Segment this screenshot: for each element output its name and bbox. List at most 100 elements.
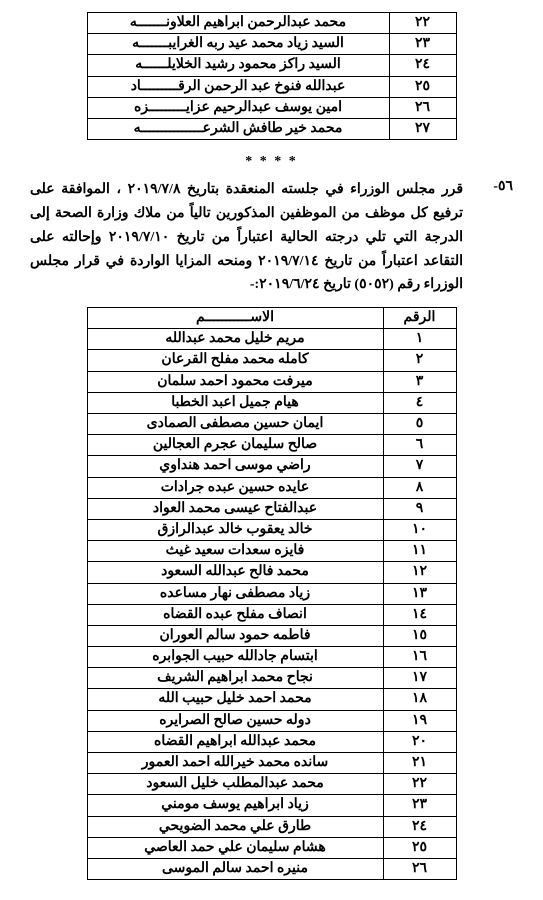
row-number: ٦ — [383, 435, 456, 456]
row-number: ١٤ — [383, 604, 456, 625]
row-name: فاطمه حمود سالم العوران — [87, 625, 383, 646]
row-name: راضي موسى احمد هنداوي — [87, 456, 383, 477]
row-name: ايمان حسين مصطفى الصمادى — [87, 414, 383, 435]
table-row: ١٤انصاف مفلح عبده القضاه — [87, 604, 456, 625]
table-row: ١١فايزه سعدات سعيد غيث — [87, 541, 456, 562]
row-name: دوله حسين صالح الصرايره — [87, 710, 383, 731]
row-name: خالد يعقوب خالد عبدالرازق — [87, 519, 383, 540]
row-name: ابتسام جادالله حبيب الجوابره — [87, 647, 383, 668]
table-row: ٢كامله محمد مفلح القرعان — [87, 350, 456, 371]
top-table: ٢٢محمد عبدالرحمن ابراهيم العلاونـــــــه… — [87, 12, 457, 140]
row-name: محمد عبدالرحمن ابراهيم العلاونـــــــه — [87, 13, 389, 34]
table-row: ٢٥عبدالله فنوخ عبد الرحمن الرقـــــــــا… — [87, 76, 456, 97]
row-number: ١٥ — [383, 625, 456, 646]
section-text: قرر مجلس الوزراء في جلسته المنعقدة بتاري… — [30, 178, 463, 297]
row-name: نجاح محمد ابراهيم الشريف — [87, 668, 383, 689]
row-number: ٧ — [383, 456, 456, 477]
table-row: ١٢محمد فالح عبدالله السعود — [87, 562, 456, 583]
row-number: ٢٦ — [383, 858, 456, 879]
row-name: عبدالله فنوخ عبد الرحمن الرقـــــــــاد — [87, 76, 389, 97]
row-name: زياد ابراهيم يوسف مومني — [87, 795, 383, 816]
row-number: ١٦ — [383, 647, 456, 668]
row-name: مريم خليل محمد عبدالله — [87, 329, 383, 350]
table-row: ٢٤السيد راكز محمود رشيد الخلايلــــــه — [87, 55, 456, 76]
row-number: ١٢ — [383, 562, 456, 583]
table-row: ٥ايمان حسين مصطفى الصمادى — [87, 414, 456, 435]
row-name: سانده محمد خيرالله احمد العمور — [87, 753, 383, 774]
row-number: ٢٢ — [389, 13, 456, 34]
top-table-body: ٢٢محمد عبدالرحمن ابراهيم العلاونـــــــه… — [87, 13, 456, 140]
row-number: ١٩ — [383, 710, 456, 731]
section-paragraph-block: ٥٦- قرر مجلس الوزراء في جلسته المنعقدة ب… — [30, 178, 513, 297]
table-row: ٢٥هشام سليمان علي حمد العاصي — [87, 837, 456, 858]
table-row: ١٥فاطمه حمود سالم العوران — [87, 625, 456, 646]
row-name: محمد خير طافش الشرعـــــــــــــــه — [87, 118, 389, 139]
row-number: ٣ — [383, 371, 456, 392]
table-row: ٢٣زياد ابراهيم يوسف مومني — [87, 795, 456, 816]
row-number: ٢٥ — [383, 837, 456, 858]
bottom-table-header: الرقم الاســـــــــــم — [87, 308, 456, 329]
table-row: ٣ميرفت محمود احمد سلمان — [87, 371, 456, 392]
table-row: ٢٢محمد عبدالرحمن ابراهيم العلاونـــــــه — [87, 13, 456, 34]
table-row: ١٩دوله حسين صالح الصرايره — [87, 710, 456, 731]
table-row: ٧راضي موسى احمد هنداوي — [87, 456, 456, 477]
table-row: ٢٧محمد خير طافش الشرعـــــــــــــــه — [87, 118, 456, 139]
row-number: ٢٠ — [383, 731, 456, 752]
col-header-name: الاســـــــــــم — [87, 308, 383, 329]
row-name: انصاف مفلح عبده القضاه — [87, 604, 383, 625]
table-row: ٢٦امين يوسف عبدالرحيم عزايـــــــــزه — [87, 97, 456, 118]
bottom-table-body: ١مريم خليل محمد عبدالله٢كامله محمد مفلح … — [87, 329, 456, 880]
document-page: ٢٢محمد عبدالرحمن ابراهيم العلاونـــــــه… — [0, 0, 543, 900]
row-number: ٢٧ — [389, 118, 456, 139]
row-number: ٢ — [383, 350, 456, 371]
col-header-num: الرقم — [383, 308, 456, 329]
row-number: ١١ — [383, 541, 456, 562]
row-name: ميرفت محمود احمد سلمان — [87, 371, 383, 392]
row-number: ٢٤ — [389, 55, 456, 76]
row-name: منيره احمد سالم الموسى — [87, 858, 383, 879]
row-name: السيد زياد محمد عيد ربه الغرايبـــــــه — [87, 34, 389, 55]
row-number: ٢١ — [383, 753, 456, 774]
table-row: ٢١سانده محمد خيرالله احمد العمور — [87, 753, 456, 774]
row-name: السيد راكز محمود رشيد الخلايلــــــه — [87, 55, 389, 76]
section-number: ٥٦- — [463, 178, 513, 195]
row-number: ٢٥ — [389, 76, 456, 97]
row-number: ٩ — [383, 498, 456, 519]
row-name: عايده حسين عبده جرادات — [87, 477, 383, 498]
table-row: ٢٢محمد عبدالمطلب خليل السعود — [87, 774, 456, 795]
row-number: ١٠ — [383, 519, 456, 540]
table-row: ١مريم خليل محمد عبدالله — [87, 329, 456, 350]
row-name: محمد عبدالمطلب خليل السعود — [87, 774, 383, 795]
row-name: صالح سليمان عجرم العجالين — [87, 435, 383, 456]
row-name: زياد مصطفى نهار مساعده — [87, 583, 383, 604]
table-row: ١٨محمد احمد خليل حبيب الله — [87, 689, 456, 710]
row-number: ١٣ — [383, 583, 456, 604]
row-number: ٢٤ — [383, 816, 456, 837]
row-name: محمد عبدالله ابراهيم القضاه — [87, 731, 383, 752]
row-name: هيام جميل اعبد الخطبا — [87, 392, 383, 413]
row-number: ٢٢ — [383, 774, 456, 795]
table-row: ١٧نجاح محمد ابراهيم الشريف — [87, 668, 456, 689]
row-name: هشام سليمان علي حمد العاصي — [87, 837, 383, 858]
table-row: ١٠خالد يعقوب خالد عبدالرازق — [87, 519, 456, 540]
section-divider: * * * * — [30, 154, 513, 170]
bottom-table: الرقم الاســـــــــــم ١مريم خليل محمد ع… — [87, 307, 457, 880]
row-name: فايزه سعدات سعيد غيث — [87, 541, 383, 562]
row-name: محمد احمد خليل حبيب الله — [87, 689, 383, 710]
table-row: ٢٣السيد زياد محمد عيد ربه الغرايبـــــــ… — [87, 34, 456, 55]
table-row: ١٦ابتسام جادالله حبيب الجوابره — [87, 647, 456, 668]
row-name: طارق علي محمد الضويحي — [87, 816, 383, 837]
table-row: ٦صالح سليمان عجرم العجالين — [87, 435, 456, 456]
table-row: ١٣زياد مصطفى نهار مساعده — [87, 583, 456, 604]
table-row: ٩عبدالفتاح عيسى محمد العواد — [87, 498, 456, 519]
row-number: ٢٦ — [389, 97, 456, 118]
row-number: ٢٣ — [389, 34, 456, 55]
row-number: ٢٣ — [383, 795, 456, 816]
row-number: ١٨ — [383, 689, 456, 710]
table-row: ٢٠محمد عبدالله ابراهيم القضاه — [87, 731, 456, 752]
row-name: امين يوسف عبدالرحيم عزايـــــــــزه — [87, 97, 389, 118]
row-name: محمد فالح عبدالله السعود — [87, 562, 383, 583]
row-number: ١ — [383, 329, 456, 350]
table-row: ٤هيام جميل اعبد الخطبا — [87, 392, 456, 413]
row-number: ٥ — [383, 414, 456, 435]
